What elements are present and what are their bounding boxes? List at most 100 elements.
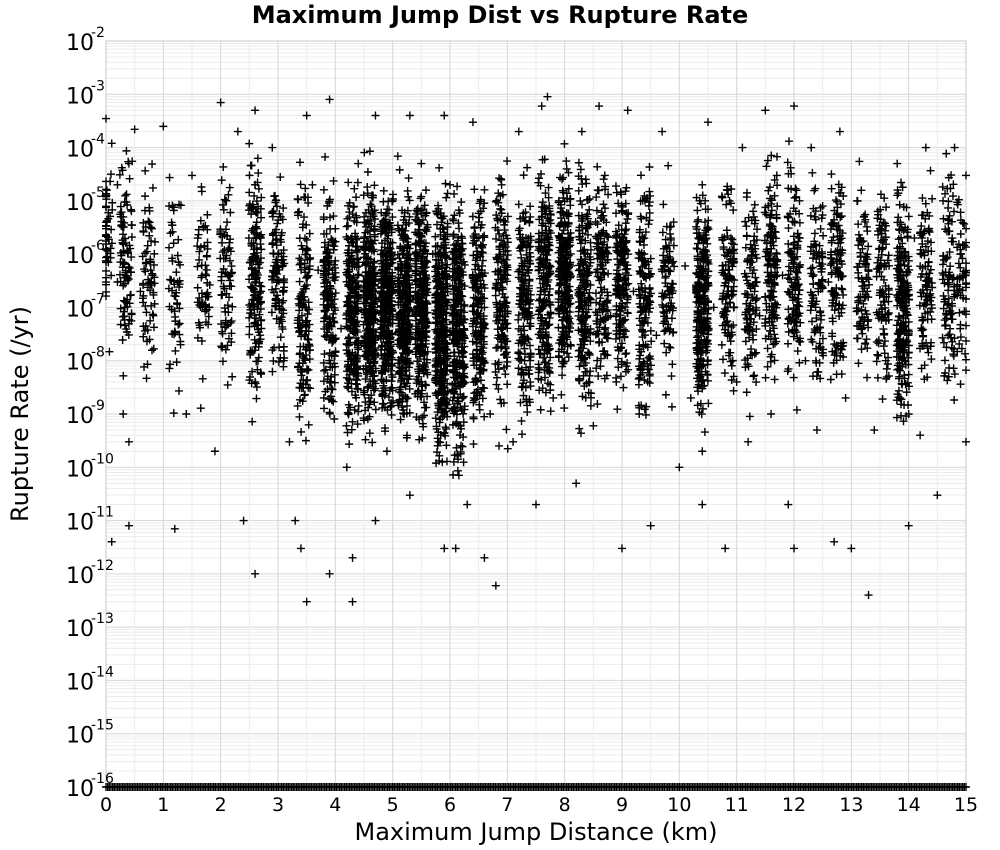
data-point — [223, 270, 232, 279]
data-point — [252, 394, 261, 403]
data-point — [560, 139, 569, 148]
data-point — [125, 174, 134, 183]
data-point — [227, 262, 236, 271]
y-tick-base: 10 — [66, 84, 94, 109]
data-point — [228, 302, 237, 311]
data-point — [124, 319, 133, 328]
data-point — [305, 255, 314, 264]
data-point — [346, 234, 355, 243]
data-point — [107, 271, 116, 280]
data-point — [301, 436, 310, 445]
data-point — [122, 190, 131, 199]
data-point — [342, 232, 351, 241]
data-point — [360, 148, 369, 157]
data-point — [117, 163, 126, 172]
data-point — [107, 225, 116, 234]
data-point — [279, 286, 288, 295]
data-point — [303, 272, 312, 281]
data-point — [343, 362, 352, 371]
chart-title: Maximum Jump Dist vs Rupture Rate — [252, 1, 749, 29]
data-point — [354, 258, 363, 267]
data-point — [275, 276, 284, 285]
data-point — [326, 284, 335, 293]
y-tick-base: 10 — [66, 511, 94, 536]
data-point — [350, 367, 359, 376]
x-tick-label: 6 — [444, 794, 456, 816]
data-point — [174, 386, 183, 395]
data-point — [256, 304, 265, 313]
data-point — [216, 227, 225, 236]
data-point — [257, 213, 266, 222]
data-point — [347, 361, 356, 370]
data-point — [127, 309, 136, 318]
data-point — [102, 287, 110, 296]
x-tick-label: 14 — [897, 794, 921, 816]
data-point — [299, 383, 308, 392]
data-point — [395, 165, 404, 174]
data-point — [319, 213, 328, 222]
data-point — [297, 371, 306, 380]
data-point — [346, 318, 355, 327]
data-point — [342, 257, 351, 266]
data-point — [122, 327, 131, 336]
data-point — [388, 255, 397, 264]
data-point — [269, 231, 278, 240]
data-point — [252, 222, 261, 231]
x-tick-label: 12 — [782, 794, 806, 816]
data-point — [385, 386, 394, 395]
data-point — [224, 308, 233, 317]
data-point — [535, 350, 544, 359]
data-point — [324, 253, 333, 262]
data-point — [346, 351, 355, 360]
data-point — [362, 253, 371, 262]
data-point — [342, 322, 351, 331]
data-point — [195, 247, 204, 256]
data-point — [218, 238, 227, 247]
data-point — [175, 283, 184, 292]
y-tick-exponent: -3 — [91, 78, 105, 94]
data-point — [328, 363, 337, 372]
data-point — [127, 253, 136, 262]
data-point — [388, 373, 397, 382]
data-point — [431, 414, 440, 423]
data-point — [193, 298, 202, 307]
data-point — [441, 179, 450, 188]
data-point — [329, 274, 338, 283]
data-point — [150, 249, 159, 258]
data-point — [271, 302, 280, 311]
data-point — [325, 348, 334, 357]
data-point — [146, 278, 155, 287]
data-point — [536, 169, 545, 178]
data-point — [322, 286, 331, 295]
data-point — [421, 186, 430, 195]
data-point — [450, 189, 459, 198]
data-point — [176, 201, 185, 210]
data-point — [325, 408, 334, 417]
data-point — [126, 291, 135, 300]
data-point — [366, 348, 375, 357]
data-point — [250, 290, 259, 299]
data-point — [149, 323, 158, 332]
data-point — [344, 334, 353, 343]
data-point — [252, 278, 261, 287]
data-point — [363, 384, 372, 393]
data-point — [302, 327, 311, 336]
data-point — [458, 442, 467, 451]
data-point — [277, 228, 286, 237]
data-point — [273, 219, 282, 228]
data-point — [252, 269, 261, 278]
data-point — [146, 316, 155, 325]
data-point — [297, 265, 306, 274]
data-point — [119, 371, 128, 380]
data-point — [168, 221, 177, 230]
data-point — [201, 270, 210, 279]
data-point — [203, 225, 212, 234]
data-point — [296, 349, 305, 358]
data-point — [342, 340, 351, 349]
data-point — [388, 396, 397, 405]
data-point — [124, 157, 133, 166]
y-tick-label: 10-14 — [66, 664, 114, 695]
data-point — [435, 163, 444, 172]
data-point — [196, 243, 205, 252]
data-point — [148, 183, 157, 192]
